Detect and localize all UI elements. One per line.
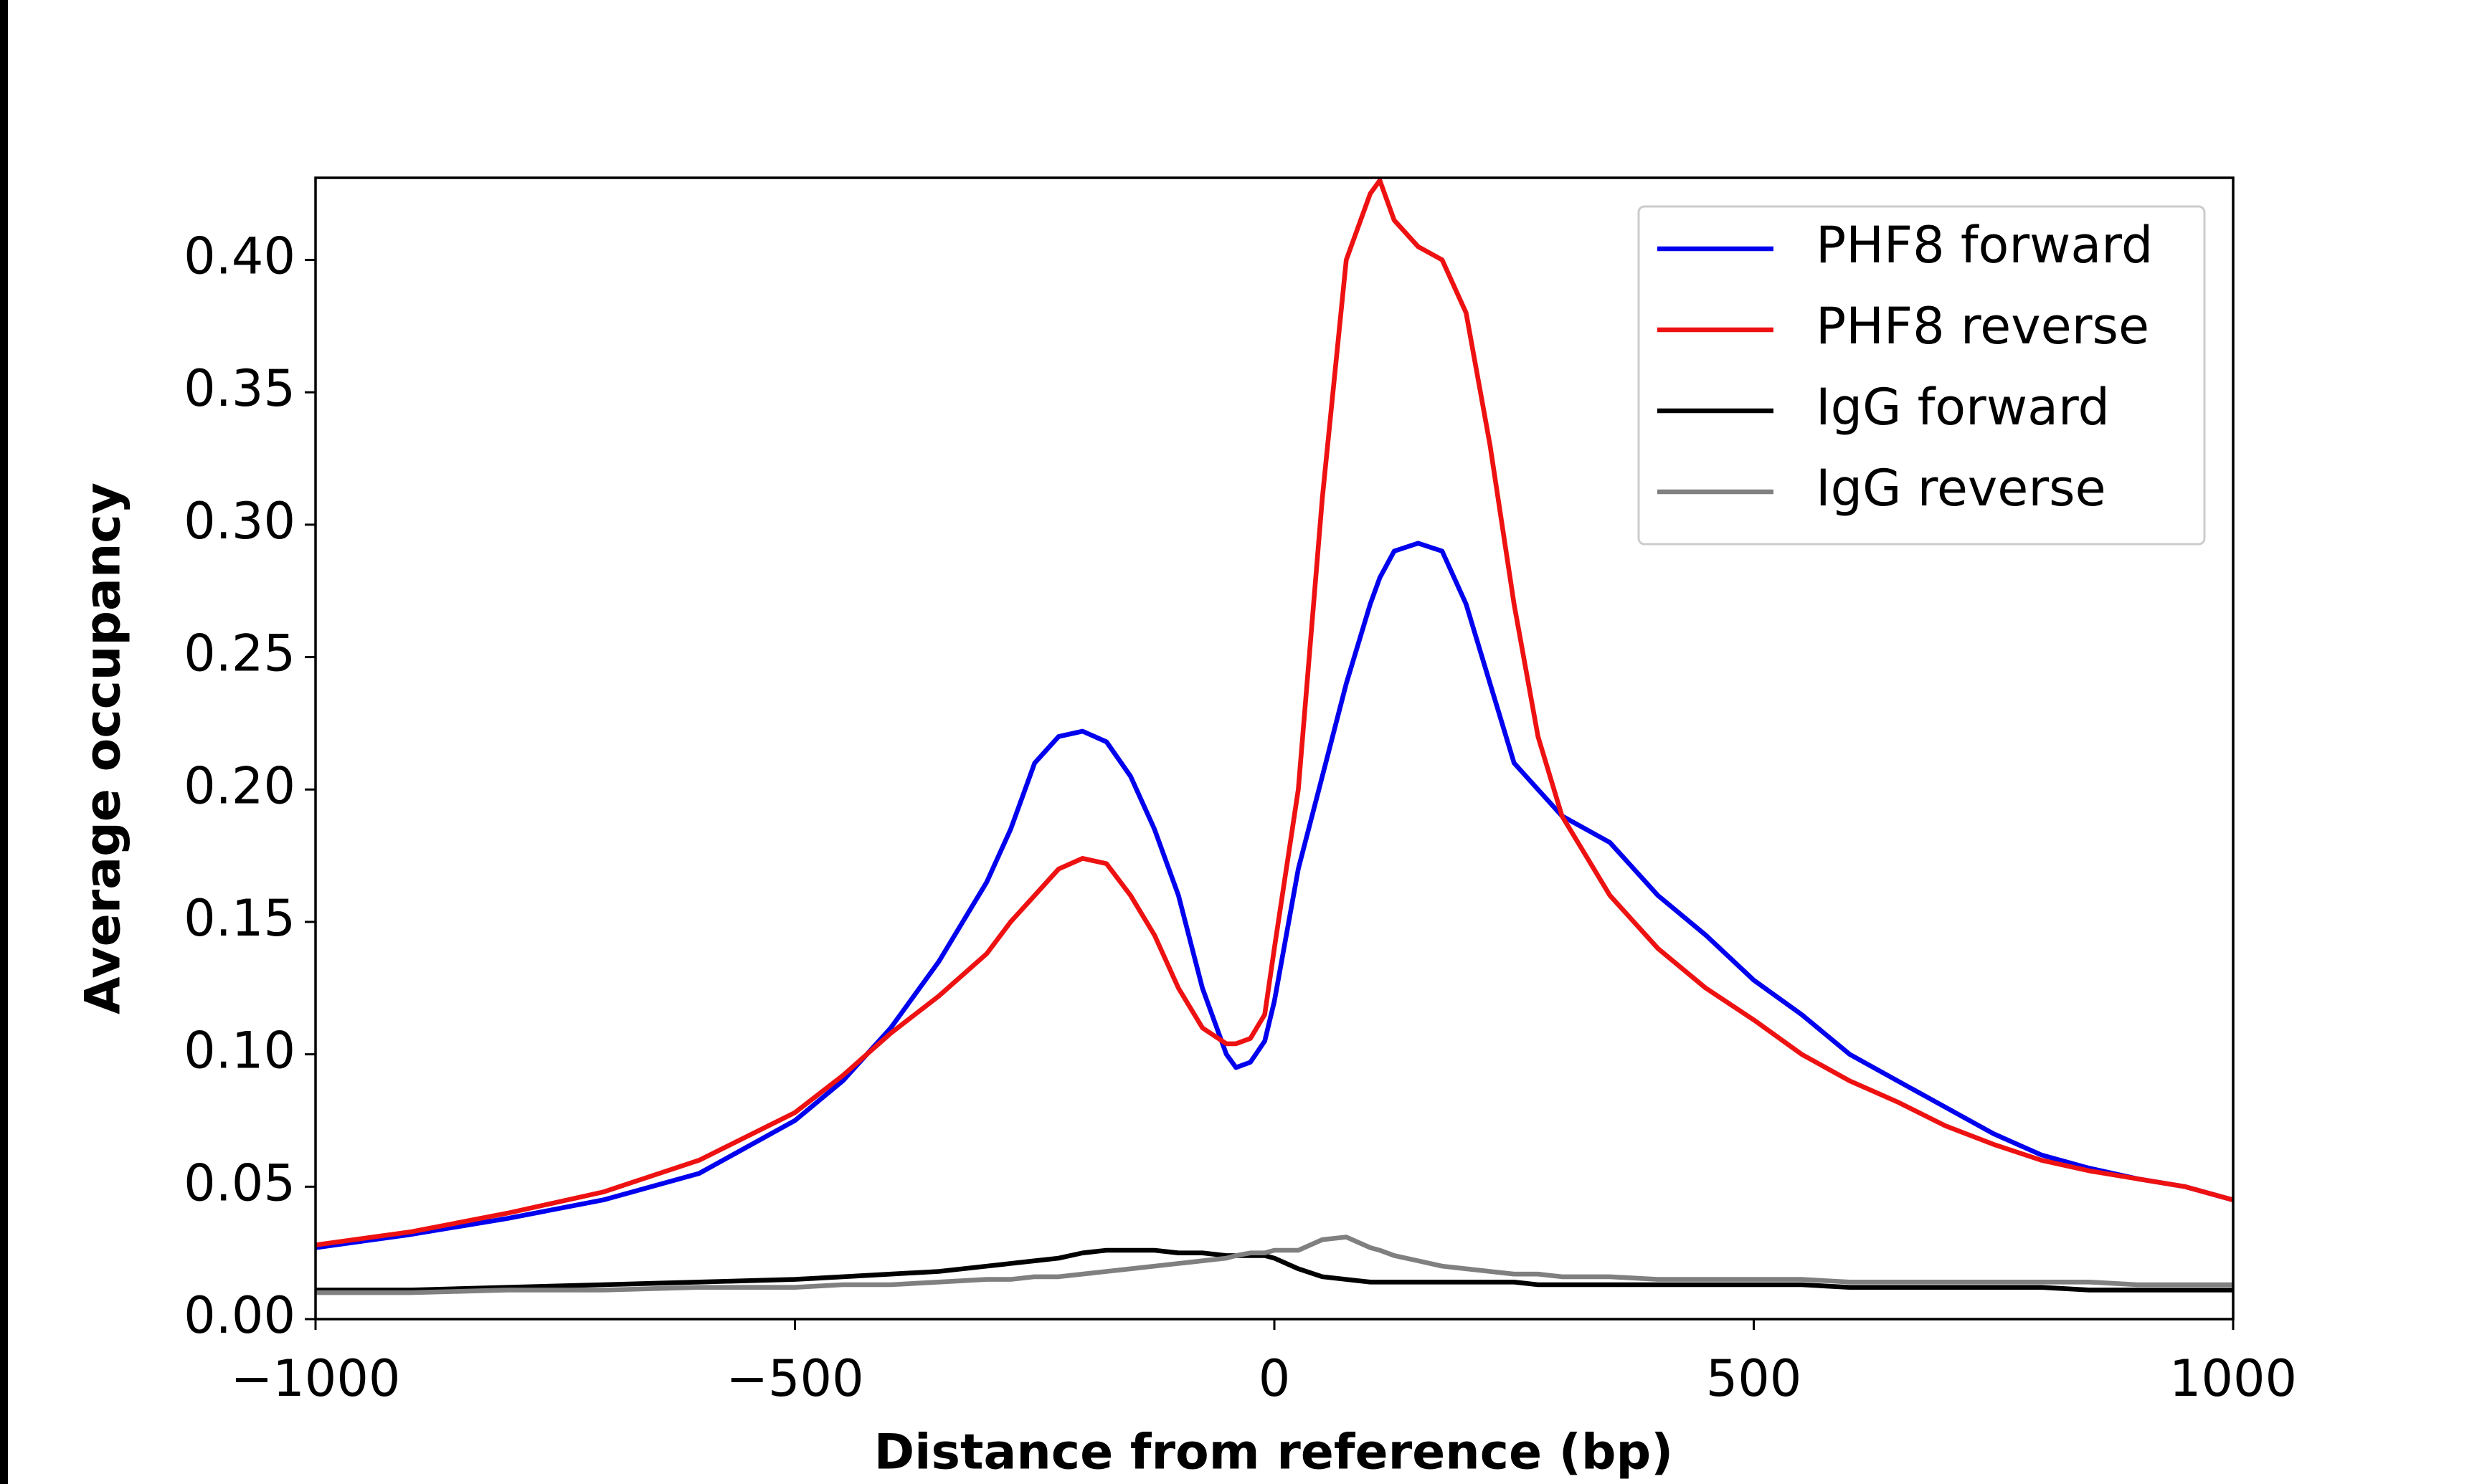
y-tick-label: 0.40 [184,227,295,286]
x-tick-label: 500 [1706,1349,1802,1408]
x-tick-label: 1000 [2169,1349,2297,1408]
y-tick-label: 0.00 [184,1286,295,1345]
left-border [0,0,8,1484]
data-line [316,1235,2233,1295]
y-tick-label: 0.15 [184,889,295,948]
plot-frame [314,176,2235,1321]
data-line [315,178,2234,1247]
legend-label: IgG forward [1816,378,2110,437]
y-tick-label: 0.05 [184,1154,295,1212]
x-tick-label: −1000 [231,1349,401,1408]
y-tick-label: 0.30 [184,492,295,551]
y-axis-label: Average occupancy [75,482,132,1014]
legend-label: PHF8 reverse [1816,297,2149,356]
data-line [315,541,2234,1250]
y-tick-label: 0.25 [184,624,295,683]
legend-label: IgG reverse [1816,459,2106,518]
y-tick-label: 0.10 [184,1022,295,1080]
data-line [316,1247,2233,1293]
legend-label: PHF8 forward [1816,216,2153,275]
y-tick-label: 0.20 [184,756,295,815]
y-tick-label: 0.35 [184,359,295,418]
x-axis-label: Distance from reference (bp) [874,1424,1674,1481]
x-tick-label: −500 [726,1349,863,1408]
x-tick-label: 0 [1259,1349,1291,1408]
legend-box [1637,205,2206,546]
